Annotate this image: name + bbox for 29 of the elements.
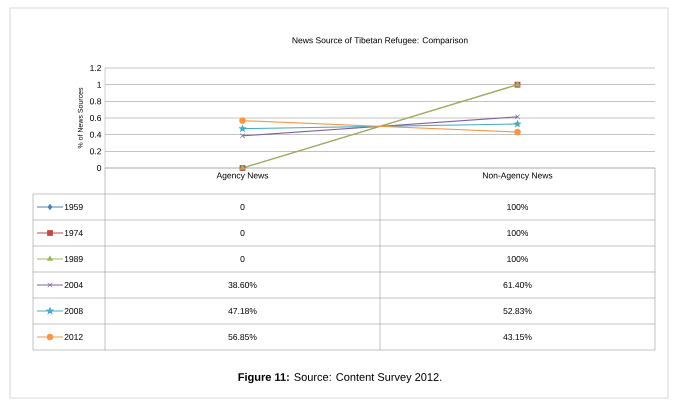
data-label: 47.18% [228, 308, 257, 314]
data-label: 43.15% [503, 334, 532, 340]
data-label: 0 [240, 256, 245, 262]
y-tick-label: 0.8 [90, 98, 102, 104]
y-tick-label: 1.2 [90, 65, 102, 71]
data-label: 0 [240, 230, 245, 236]
data-label: 100% [507, 204, 528, 210]
x-tick-label: Non-Agency News [482, 172, 552, 180]
data-label: 0 [240, 204, 245, 210]
data-label: 100% [507, 256, 528, 262]
y-tick-label: 0.2 [90, 148, 102, 154]
data-label: 61.40% [504, 282, 532, 288]
data-label: 56.85% [228, 334, 257, 340]
legend-label: 1959 [64, 204, 83, 210]
chart-title: News Source of Tibetan Refugee: Comparison [292, 37, 468, 45]
legend-label: 1989 [64, 256, 83, 262]
legend-label: 2004 [64, 282, 83, 288]
y-tick-label: 1 [97, 82, 102, 88]
legend-label: 2012 [64, 334, 83, 340]
legend-label: 2008 [64, 308, 83, 314]
x-tick-label: Agency News [216, 172, 268, 180]
y-tick-label: 0.4 [90, 132, 102, 138]
data-label: 100% [507, 230, 528, 236]
data-label: 38.60% [228, 282, 257, 288]
text: Figure 11: Source: Content Survey 2012. [238, 372, 442, 384]
legend-label: 1974 [64, 230, 83, 236]
y-tick-label: 0 [97, 165, 102, 172]
data-label: 52.83% [503, 308, 532, 314]
y-tick-label: 0.6 [90, 115, 102, 122]
